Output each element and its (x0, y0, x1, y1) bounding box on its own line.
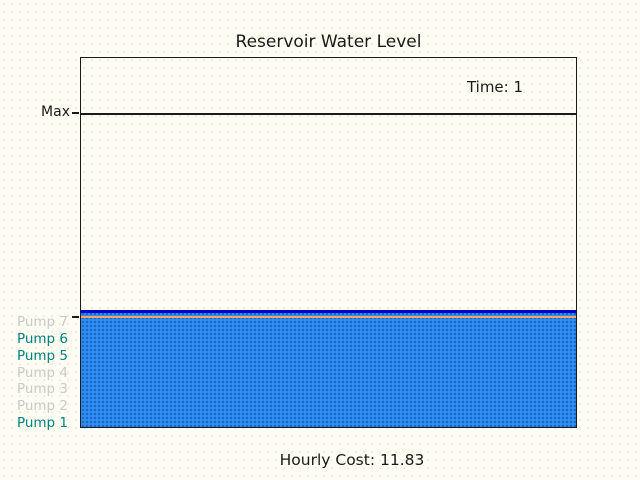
max-level-line (81, 113, 576, 115)
pump-status-label: Pump 1 (16, 415, 68, 431)
pump-status-label: Pump 7 (16, 314, 68, 330)
min-level-line (81, 316, 576, 318)
water-surface-line (81, 310, 576, 313)
hourly-cost-annotation: Hourly Cost: 11.83 (279, 451, 425, 469)
max-tick-label: Max (41, 104, 70, 120)
level-tick-mark (72, 316, 79, 318)
pump-status-label: Pump 4 (16, 365, 68, 381)
page-title: Reservoir Water Level (235, 32, 422, 52)
time-annotation: Time: 1 (466, 78, 524, 96)
water-fill (81, 312, 576, 427)
pump-status-label: Pump 2 (16, 398, 68, 414)
pump-status-list: Pump 7 Pump 6 Pump 5 Pump 4 Pump 3 Pump … (0, 0, 70, 480)
pump-status-label: Pump 3 (16, 381, 68, 397)
max-tick-mark (72, 112, 79, 114)
pump-status-label: Pump 6 (16, 331, 68, 347)
pump-status-label: Pump 5 (16, 348, 68, 364)
plot-area: Time: 1 (80, 57, 577, 428)
